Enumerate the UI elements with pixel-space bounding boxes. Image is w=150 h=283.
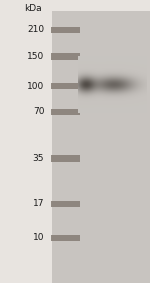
Text: 70: 70 [33,107,44,116]
Bar [51,53,80,60]
Text: 35: 35 [33,154,44,163]
Bar [51,155,80,162]
Text: 100: 100 [27,82,44,91]
Bar [51,235,80,241]
Text: 17: 17 [33,199,44,208]
Bar [51,27,80,33]
Bar [51,109,80,115]
Text: kDa: kDa [24,4,42,13]
Bar [51,83,80,89]
Bar [51,201,80,207]
Text: 150: 150 [27,52,44,61]
Text: 210: 210 [27,25,44,34]
Bar [52,11,150,283]
Text: 10: 10 [33,233,44,242]
